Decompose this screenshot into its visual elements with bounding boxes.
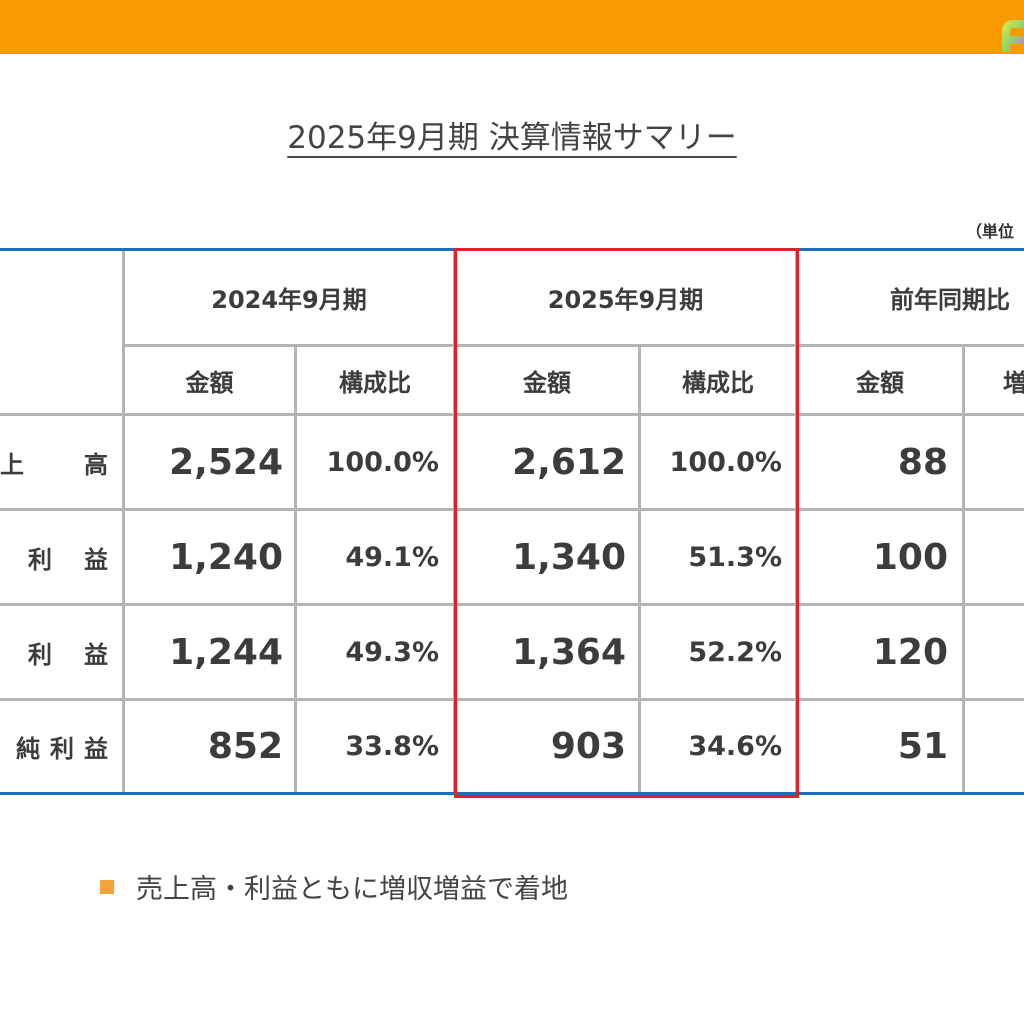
subheader-amount: 金額 — [523, 368, 571, 397]
row-divider — [123, 344, 1024, 347]
prev-ratio: 100.0% — [326, 446, 439, 478]
unit-label: （単位 — [966, 222, 1015, 241]
row-label: 利益 — [28, 545, 108, 574]
cur-amount: 903 — [550, 726, 626, 767]
row-divider — [0, 508, 1024, 511]
cur-amount: 2,612 — [512, 441, 626, 483]
cur-ratio: 52.2% — [688, 636, 782, 668]
row-label: 利益 — [28, 640, 108, 669]
header-bar — [0, 0, 1024, 54]
cur-ratio: 34.6% — [688, 731, 782, 762]
subheader-ratio: 構成比 — [682, 368, 754, 397]
prev-amount: 1,244 — [169, 631, 283, 673]
prev-amount: 2,524 — [169, 441, 283, 483]
row-divider — [0, 698, 1024, 701]
yoy-amount: 120 — [872, 631, 948, 673]
subheader-ratio: 構成比 — [339, 368, 411, 397]
row-label: 上高 — [0, 450, 108, 479]
period-header-yoy: 前年同期比 — [890, 286, 1010, 314]
prev-amount: 1,240 — [169, 536, 283, 578]
col-divider — [962, 346, 965, 792]
prev-ratio: 49.3% — [345, 636, 439, 668]
col-divider — [638, 346, 641, 792]
table-bottom-border — [0, 792, 1024, 795]
subheader-amount: 金額 — [856, 368, 904, 397]
square-bullet-icon — [100, 880, 114, 894]
cur-ratio: 51.3% — [688, 541, 782, 573]
row-label: 純利益 — [16, 735, 108, 763]
cur-ratio: 100.0% — [669, 446, 782, 478]
subheader-change: 増 — [1003, 368, 1024, 397]
cur-amount: 1,364 — [512, 631, 626, 673]
cur-amount: 1,340 — [512, 536, 626, 578]
company-logo-icon — [1002, 20, 1024, 52]
row-divider — [0, 603, 1024, 606]
yoy-amount: 88 — [897, 441, 948, 483]
summary-note: 売上高・利益ともに増収増益で着地 — [100, 864, 568, 908]
yoy-amount: 51 — [897, 726, 948, 767]
prev-ratio: 49.1% — [345, 541, 439, 573]
period-header-2024: 2024年9月期 — [211, 286, 367, 314]
subheader-amount: 金額 — [185, 368, 234, 397]
col-divider — [122, 251, 125, 792]
page-title: 2025年9月期 決算情報サマリー — [287, 120, 737, 156]
prev-amount: 852 — [207, 726, 283, 767]
period-header-2025: 2025年9月期 — [547, 286, 704, 314]
col-divider — [294, 346, 297, 792]
yoy-amount: 100 — [872, 536, 948, 578]
row-divider — [0, 413, 1024, 416]
summary-note-text: 売上高・利益ともに増収増益で着地 — [136, 873, 568, 905]
prev-ratio: 33.8% — [345, 731, 439, 762]
